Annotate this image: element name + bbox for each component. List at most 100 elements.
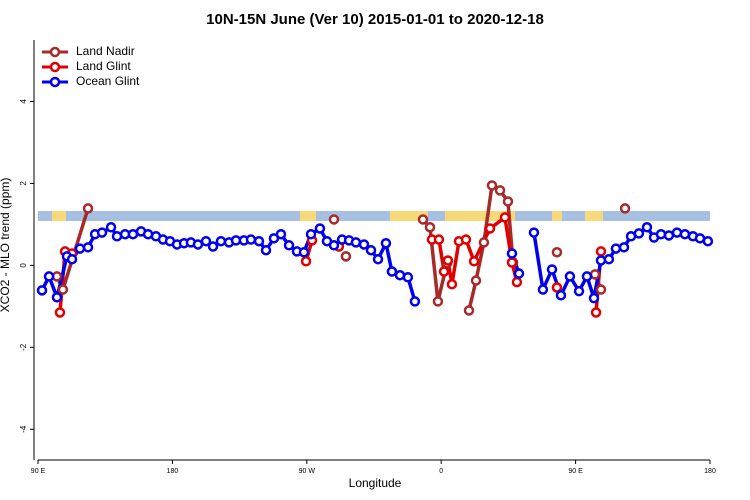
x-tick-label: 180 <box>704 468 716 475</box>
point <box>442 255 454 266</box>
point <box>74 243 86 254</box>
legend-label: Ocean Glint <box>76 74 140 88</box>
point <box>502 196 514 207</box>
chart-title: 10N-15N June (Ver 10) 2015-01-01 to 2020… <box>206 11 544 28</box>
point <box>283 240 295 251</box>
point <box>207 241 219 252</box>
point <box>372 253 384 265</box>
point <box>245 234 257 245</box>
point <box>432 296 444 307</box>
point <box>200 235 212 247</box>
point <box>595 284 607 295</box>
y-tick-label: -4 <box>19 425 28 433</box>
surface-mask <box>38 211 710 221</box>
point <box>82 242 94 253</box>
point <box>127 228 139 240</box>
point <box>386 266 398 277</box>
point <box>54 307 66 318</box>
point <box>506 257 518 268</box>
point <box>484 223 496 234</box>
point <box>546 264 558 275</box>
point <box>655 228 667 240</box>
point <box>494 185 506 196</box>
point <box>511 276 523 288</box>
point <box>424 222 436 233</box>
point <box>633 228 645 239</box>
point <box>82 203 94 214</box>
point <box>564 271 576 282</box>
point <box>468 256 480 267</box>
y-tick-label: 0 <box>19 263 28 268</box>
point <box>253 235 265 247</box>
point <box>590 307 602 318</box>
point <box>446 278 458 290</box>
point <box>96 227 108 238</box>
y-tick-label: -2 <box>19 343 28 351</box>
point <box>499 212 511 223</box>
point <box>409 296 421 307</box>
point <box>610 243 622 254</box>
point <box>358 239 370 250</box>
point <box>581 271 593 282</box>
x-tick-label: 90 W <box>299 468 316 475</box>
point <box>595 255 607 266</box>
point <box>328 214 340 225</box>
legend-marker <box>49 61 61 73</box>
point <box>402 271 414 283</box>
point <box>588 292 600 304</box>
point <box>478 237 490 248</box>
point <box>573 285 585 297</box>
point <box>36 285 48 296</box>
point <box>433 234 445 245</box>
y-tick-label: 4 <box>19 99 28 104</box>
point <box>463 305 475 316</box>
point <box>438 266 450 277</box>
point <box>417 214 429 225</box>
point <box>105 222 117 233</box>
point <box>260 244 272 256</box>
point <box>619 203 631 214</box>
point <box>328 240 340 251</box>
point <box>66 253 78 265</box>
point <box>595 246 607 257</box>
legend-label: Land Glint <box>76 59 131 73</box>
point <box>537 284 549 295</box>
point <box>192 239 204 250</box>
x-tick-label: 90 E <box>568 468 583 475</box>
point <box>365 244 377 256</box>
x-axis-label: Longitude <box>349 476 402 490</box>
point <box>641 222 653 233</box>
point <box>486 180 498 191</box>
legend-label: Land Nadir <box>76 44 135 58</box>
point <box>470 275 482 286</box>
point <box>460 234 472 245</box>
x-tick-label: 90 E <box>31 468 46 475</box>
point <box>111 231 123 242</box>
y-tick-label: 2 <box>19 181 28 186</box>
point <box>551 247 563 258</box>
point <box>298 247 310 258</box>
point <box>603 253 615 265</box>
point <box>57 284 69 295</box>
point <box>340 251 352 262</box>
point <box>551 282 563 293</box>
point <box>528 227 540 238</box>
point <box>589 269 601 280</box>
point <box>350 237 362 248</box>
point <box>702 235 714 247</box>
point <box>43 271 55 282</box>
point <box>555 290 567 301</box>
point <box>380 237 392 249</box>
point <box>679 228 691 240</box>
point <box>275 228 287 240</box>
point <box>618 242 630 253</box>
point <box>513 268 525 279</box>
x-tick-label: 180 <box>167 468 179 475</box>
point <box>663 230 675 241</box>
legend-marker <box>49 46 61 58</box>
point <box>300 256 312 267</box>
legend-marker <box>49 76 61 88</box>
x-tick-label: 0 <box>439 468 443 475</box>
point <box>305 228 317 240</box>
